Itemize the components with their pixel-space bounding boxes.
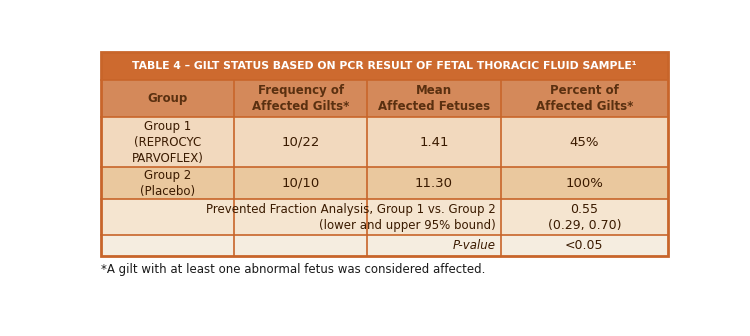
- Text: Percent of
Affected Gilts*: Percent of Affected Gilts*: [536, 84, 633, 113]
- Text: P-value: P-value: [453, 239, 496, 252]
- Bar: [100, 80, 668, 117]
- Text: Group 2
(Placebo): Group 2 (Placebo): [140, 169, 195, 198]
- Text: 0.55
(0.29, 0.70): 0.55 (0.29, 0.70): [548, 203, 621, 232]
- Text: Group: Group: [147, 92, 188, 105]
- Bar: [100, 52, 668, 80]
- Text: 10/10: 10/10: [281, 177, 320, 190]
- Text: 1.41: 1.41: [419, 136, 448, 149]
- Text: 11.30: 11.30: [415, 177, 453, 190]
- Text: <0.05: <0.05: [565, 239, 604, 252]
- Text: 10/22: 10/22: [281, 136, 320, 149]
- Bar: [100, 199, 668, 235]
- Text: Mean
Affected Fetuses: Mean Affected Fetuses: [378, 84, 490, 113]
- Text: Group 1
(REPROCYC
PARVOFLEX): Group 1 (REPROCYC PARVOFLEX): [131, 120, 203, 165]
- Text: *A gilt with at least one abnormal fetus was considered affected.: *A gilt with at least one abnormal fetus…: [100, 263, 485, 276]
- Text: 45%: 45%: [569, 136, 599, 149]
- Bar: [100, 167, 668, 199]
- Text: Prevented Fraction Analysis, Group 1 vs. Group 2
(lower and upper 95% bound): Prevented Fraction Analysis, Group 1 vs.…: [206, 203, 496, 232]
- Bar: [100, 52, 668, 256]
- Bar: [100, 235, 668, 256]
- Text: Frequency of
Affected Gilts*: Frequency of Affected Gilts*: [252, 84, 350, 113]
- Text: 100%: 100%: [566, 177, 603, 190]
- Text: TABLE 4 – GILT STATUS BASED ON PCR RESULT OF FETAL THORACIC FLUID SAMPLE¹: TABLE 4 – GILT STATUS BASED ON PCR RESUL…: [132, 61, 637, 71]
- Bar: [100, 117, 668, 167]
